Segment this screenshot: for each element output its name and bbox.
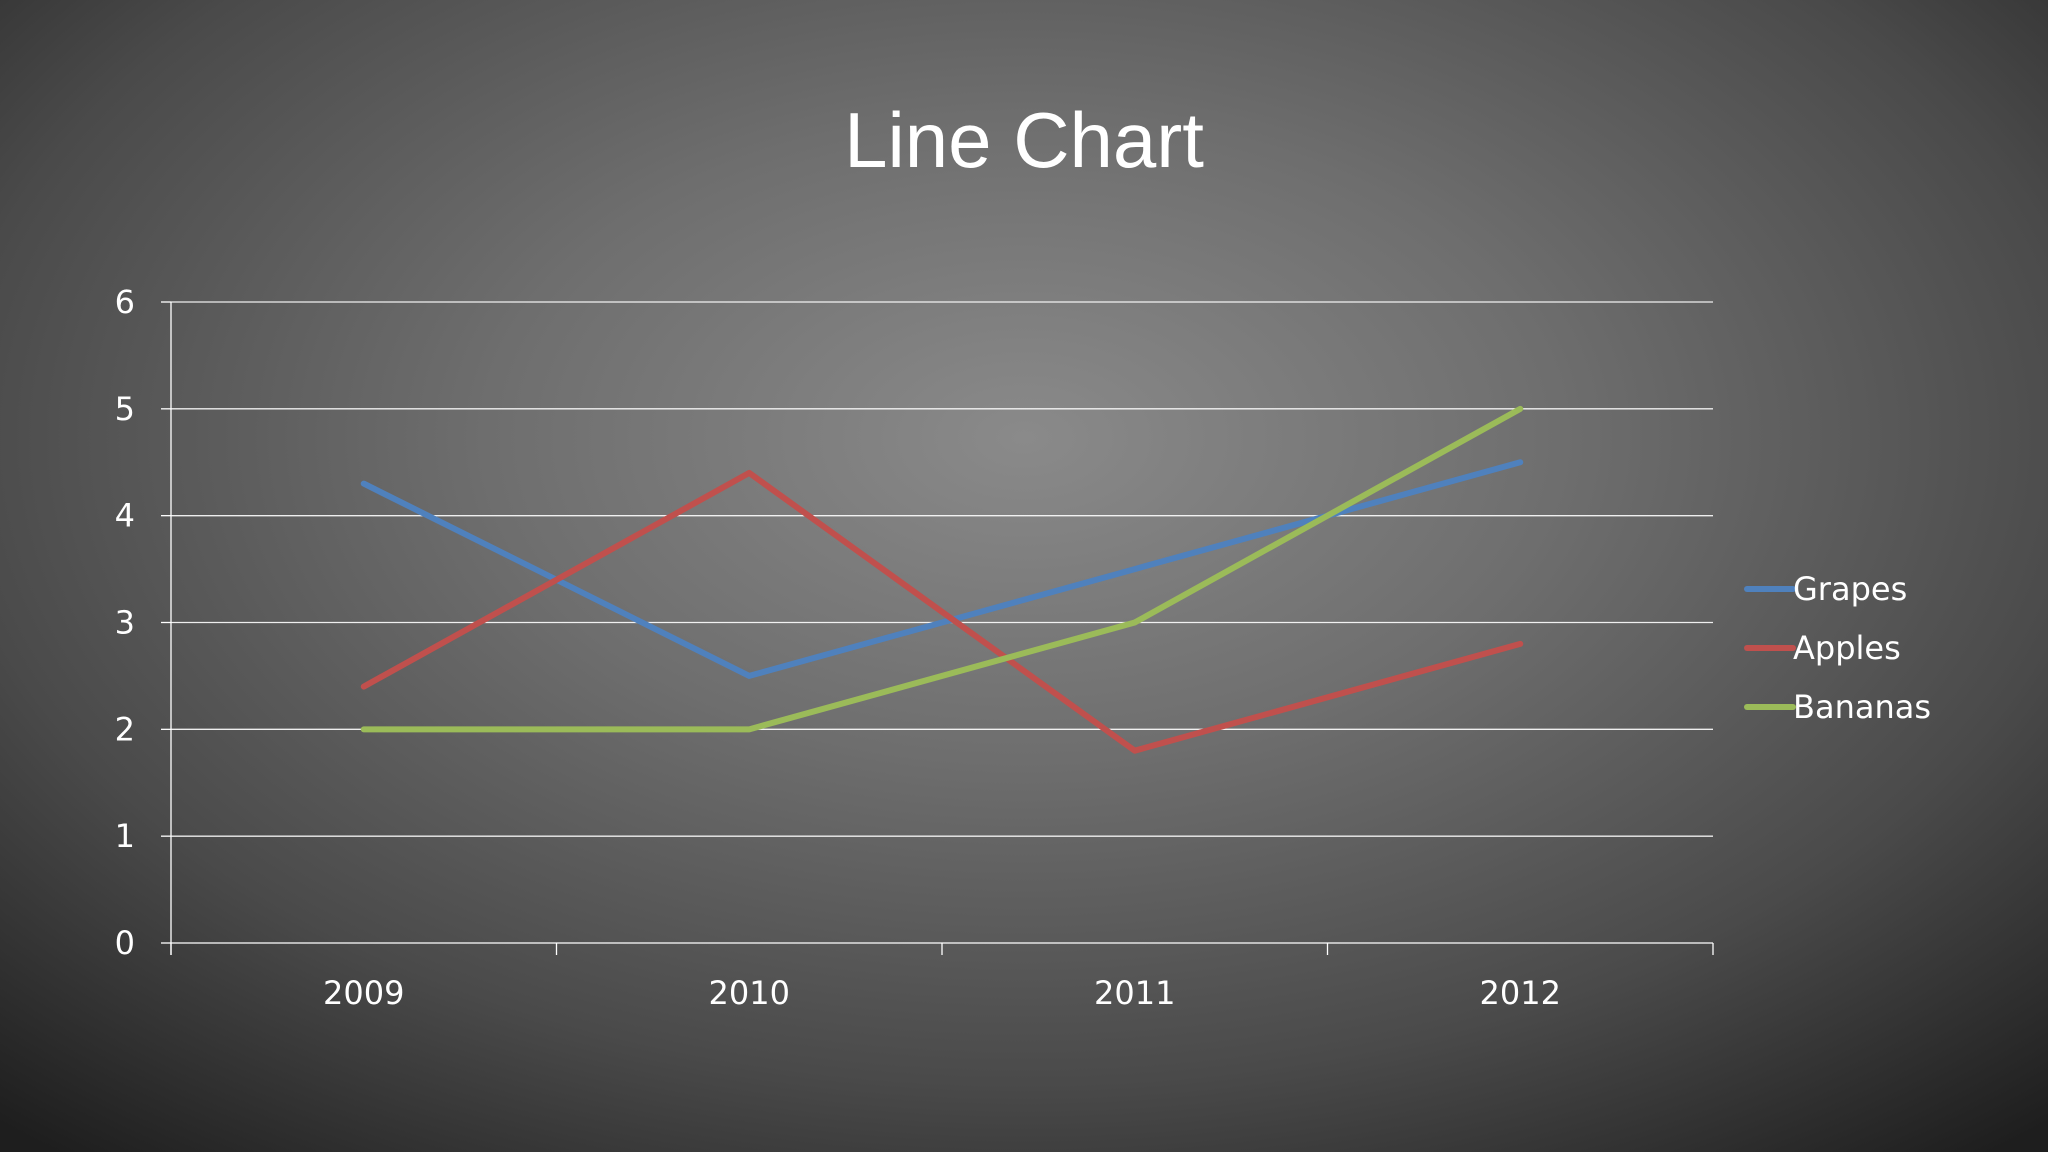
y-tick-label-3: 3 <box>115 604 135 642</box>
series-line-grapes <box>360 459 1524 679</box>
y-tick-label-1: 1 <box>115 817 135 855</box>
y-tick-label-0: 0 <box>115 924 135 962</box>
axes: 0 1 2 3 4 5 6 2009 2010 2011 2012 <box>115 283 1714 1012</box>
series-lines <box>360 405 1524 754</box>
y-tick-label-6: 6 <box>115 283 135 321</box>
series-line-bananas <box>360 405 1524 733</box>
y-tick-label-2: 2 <box>115 710 135 748</box>
legend-label-apples: Apples <box>1793 629 1901 667</box>
x-tick-label-2009: 2009 <box>323 974 404 1012</box>
series-line-apples <box>360 469 1524 754</box>
legend-label-bananas: Bananas <box>1793 688 1931 726</box>
legend: Grapes Apples Bananas <box>1744 570 1931 726</box>
x-tick-label-2011: 2011 <box>1094 974 1175 1012</box>
x-tick-label-2010: 2010 <box>709 974 790 1012</box>
legend-label-grapes: Grapes <box>1793 570 1907 608</box>
x-tick-label-2012: 2012 <box>1480 974 1561 1012</box>
y-tick-label-4: 4 <box>115 497 135 535</box>
chart-title: Line Chart <box>844 96 1204 184</box>
y-tick-label-5: 5 <box>115 390 135 428</box>
